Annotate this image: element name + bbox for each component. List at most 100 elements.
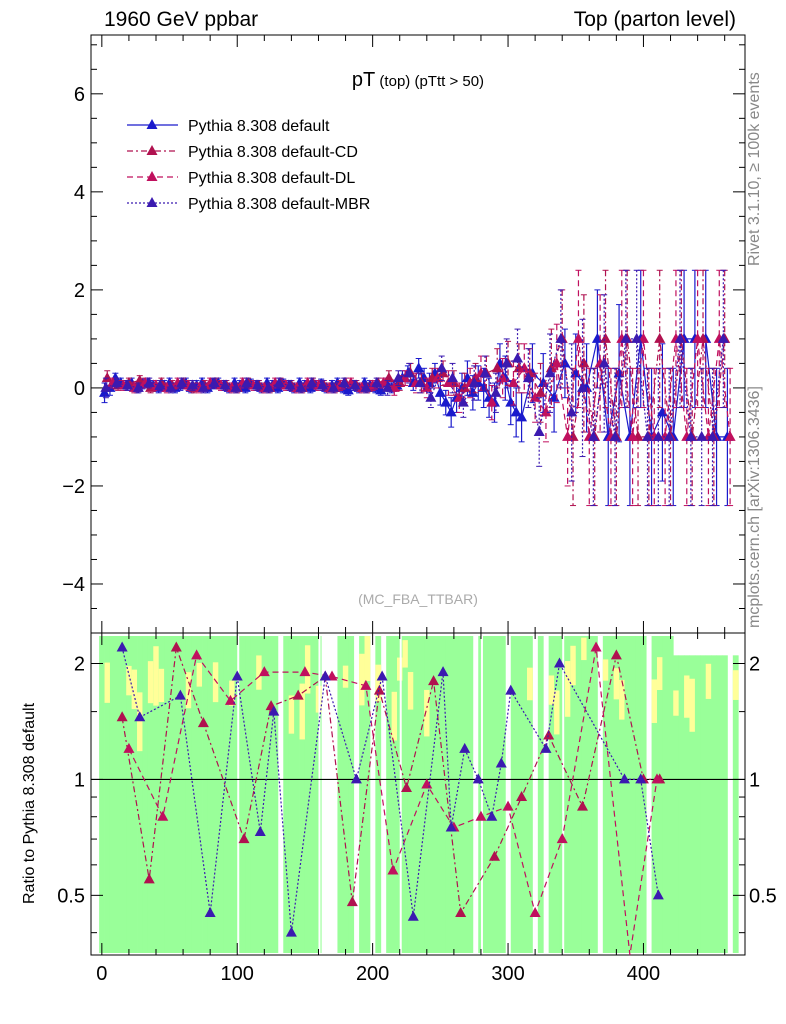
data-point <box>327 381 339 392</box>
main-y-tick-label: 0 <box>74 378 85 400</box>
ratio-band-green <box>499 636 506 953</box>
ratio-band-green <box>424 636 430 953</box>
data-point <box>627 430 639 441</box>
data-point <box>101 372 113 383</box>
ratio-band-yellow <box>391 691 398 741</box>
data-point <box>425 391 437 402</box>
ratio-data-point <box>505 684 517 695</box>
data-point <box>273 377 285 388</box>
analysis-label: (MC_FBA_TTBAR) <box>358 591 478 607</box>
plot-title-sub: (top) (pTtt > 50) <box>375 73 484 90</box>
data-point <box>284 379 296 390</box>
data-point <box>295 381 307 392</box>
ratio-data-point <box>360 679 372 690</box>
data-point <box>154 379 166 390</box>
ratio-data-point <box>489 850 501 861</box>
ratio-band-yellow <box>137 692 143 752</box>
ratio-data-point <box>502 800 514 811</box>
ratio-band-yellow <box>196 663 203 687</box>
ratio-data-point <box>143 873 155 884</box>
ratio-band-yellow <box>613 668 620 700</box>
ratio-band-green <box>202 636 208 953</box>
ratio-data-point <box>285 926 297 937</box>
main-panel-series <box>99 269 736 507</box>
ratio-series-dotted <box>116 641 664 937</box>
data-point <box>457 396 469 407</box>
ratio-band-green <box>613 636 620 953</box>
ratio-series-line <box>121 647 659 933</box>
data-point <box>663 430 675 441</box>
ratio-band-green <box>467 636 474 953</box>
ratio-data-point <box>529 906 541 917</box>
ratio-band-green <box>223 636 230 953</box>
ratio-band-green <box>705 655 712 953</box>
ratio-band-green <box>337 636 344 953</box>
ratio-x-tick-label: 200 <box>356 963 389 985</box>
data-point <box>507 377 519 388</box>
ratio-band-green <box>304 636 311 953</box>
ratio-band-green <box>218 636 225 953</box>
ratio-band-green <box>483 636 490 953</box>
data-point <box>540 406 552 417</box>
ratio-band-green <box>104 636 111 953</box>
ratio-band-green <box>581 636 587 953</box>
ratio-band-yellow <box>299 683 306 740</box>
data-point <box>587 430 599 441</box>
ratio-data-point <box>428 675 440 686</box>
ratio-band-green <box>516 636 522 953</box>
ratio-band-green <box>624 636 631 953</box>
ratio-band-green <box>700 655 707 953</box>
ratio-data-point <box>635 773 647 784</box>
data-point <box>403 367 415 378</box>
data-point <box>479 367 491 378</box>
ratio-band-yellow <box>554 690 560 735</box>
data-point <box>535 386 547 397</box>
ratio-data-point <box>134 711 146 722</box>
ratio-band-green <box>716 655 723 953</box>
ratio-data-point <box>197 717 209 728</box>
data-point <box>572 332 584 343</box>
ratio-data-point <box>350 773 362 784</box>
legend-swatch-marker <box>146 197 158 207</box>
data-point <box>197 381 209 392</box>
ratio-band-yellow <box>364 636 371 682</box>
ratio-data-point <box>407 910 419 921</box>
ratio-band-green <box>359 636 365 953</box>
data-point <box>696 430 708 441</box>
main-y-tick-label: 6 <box>74 84 85 106</box>
ratio-band-green <box>272 636 279 953</box>
ratio-x-tick-label: 100 <box>221 963 254 985</box>
legend-label: Pythia 8.308 default <box>188 118 330 135</box>
ratio-data-point <box>254 826 266 837</box>
data-point <box>544 367 556 378</box>
ratio-data-point <box>157 810 169 821</box>
ratio-band-green <box>602 636 609 953</box>
ratio-band-green <box>456 636 463 953</box>
ratio-data-point <box>553 657 565 668</box>
data-point <box>467 386 479 397</box>
data-point <box>241 377 253 388</box>
ratio-panel-series <box>116 641 666 956</box>
ratio-data-point <box>174 689 186 700</box>
ratio-data-point <box>387 864 399 875</box>
ratio-y-tick-label-right: 0.5 <box>749 885 777 907</box>
data-point <box>132 381 144 392</box>
data-point <box>609 430 621 441</box>
ratio-band-green <box>656 636 663 953</box>
ratio-data-point <box>556 833 568 844</box>
ratio-band-green <box>413 636 420 953</box>
data-point <box>529 391 541 402</box>
ratio-band-yellow <box>602 659 609 681</box>
legend-label: Pythia 8.308 default-MBR <box>188 196 370 213</box>
data-point <box>165 381 177 392</box>
plot-title-main: pT <box>352 69 375 91</box>
data-point <box>143 377 155 388</box>
ratio-series-line <box>121 647 660 915</box>
ratio-data-point <box>577 800 589 811</box>
ratio-band-green <box>283 636 290 953</box>
data-point <box>692 332 704 343</box>
ratio-data-point <box>170 641 182 652</box>
ratio-band-green <box>137 636 143 953</box>
ratio-band-green <box>207 636 214 953</box>
ratio-data-point <box>204 906 216 917</box>
